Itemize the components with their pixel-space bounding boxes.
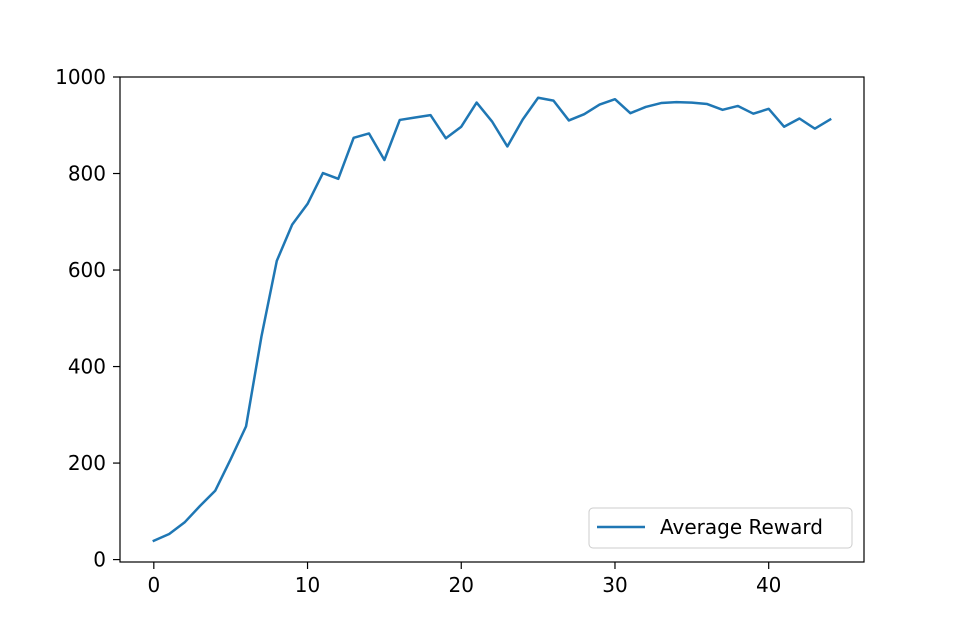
y-tick-label: 1000: [55, 65, 106, 89]
y-tick-label: 0: [93, 548, 106, 572]
y-tick-label: 200: [68, 451, 106, 475]
plot-area: [152, 96, 832, 543]
series-line-0: [152, 96, 832, 543]
legend-label-average-reward: Average Reward: [660, 515, 823, 539]
legend-box: [588, 507, 853, 549]
x-tick-label: 0: [147, 573, 160, 597]
y-tick-label: 800: [68, 162, 106, 186]
x-tick-label: 20: [449, 573, 474, 597]
x-tick-label: 40: [756, 573, 781, 597]
y-tick-label: 600: [68, 258, 106, 282]
x-tick-label: 30: [602, 573, 627, 597]
x-tick-label: 10: [295, 573, 320, 597]
legend: Average Reward: [588, 507, 853, 549]
plot-frame: [119, 76, 865, 563]
y-tick-label: 400: [68, 355, 106, 379]
